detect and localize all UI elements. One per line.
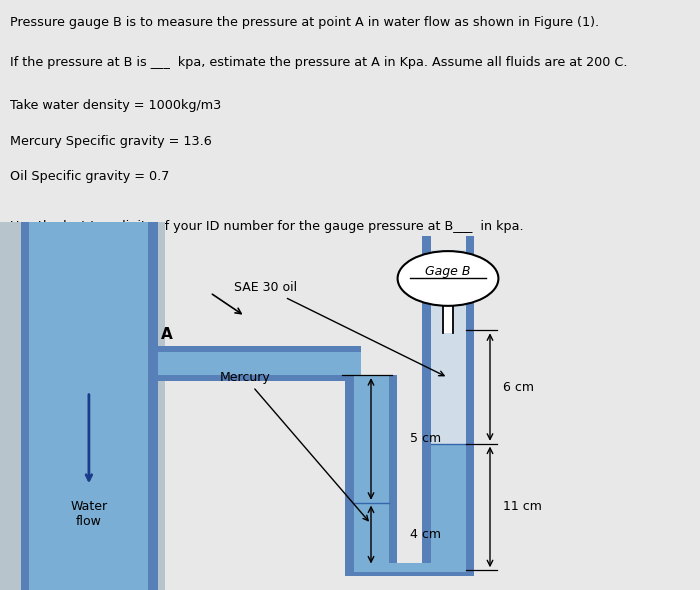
Text: 11 cm: 11 cm (503, 500, 542, 513)
Bar (466, 236, 474, 576)
Text: Water
flow: Water flow (70, 500, 108, 529)
Bar (354, 503, 388, 566)
Bar (29, 222, 148, 590)
Text: Mercury Specific gravity = 13.6: Mercury Specific gravity = 13.6 (10, 135, 212, 148)
Bar (345, 375, 354, 566)
Text: Pressure gauge B is to measure the pressure at point A in water flow as shown in: Pressure gauge B is to measure the press… (10, 16, 600, 29)
Text: A: A (161, 327, 173, 342)
Text: 5 cm: 5 cm (410, 432, 440, 445)
Text: Gage B: Gage B (426, 265, 470, 278)
Text: Oil Specific gravity = 0.7: Oil Specific gravity = 0.7 (10, 171, 170, 183)
Bar (354, 563, 466, 572)
Bar (148, 352, 360, 375)
Text: If the pressure at B is ___  kpa, estimate the pressure at A in Kpa. Assume all : If the pressure at B is ___ kpa, estimat… (10, 56, 628, 69)
Bar (430, 444, 466, 570)
Bar (345, 552, 397, 576)
Bar (443, 296, 453, 333)
Bar (389, 375, 397, 566)
Bar (345, 570, 474, 576)
Text: Take water density = 1000kg/m3: Take water density = 1000kg/m3 (10, 99, 222, 112)
Bar (430, 250, 466, 444)
Text: 6 cm: 6 cm (503, 381, 533, 394)
Bar (148, 375, 360, 381)
Text: Use the last two digits of your ID number for the gauge pressure at B___  in kpa: Use the last two digits of your ID numbe… (10, 219, 524, 232)
Bar (0, 222, 164, 590)
Ellipse shape (398, 251, 498, 306)
Bar (148, 222, 158, 590)
Bar (354, 375, 388, 503)
Bar (21, 222, 29, 590)
Text: 4 cm: 4 cm (410, 528, 440, 541)
Bar (422, 236, 430, 576)
Text: Mercury: Mercury (220, 371, 368, 520)
Bar (148, 346, 360, 352)
Text: SAE 30 oil: SAE 30 oil (234, 281, 444, 376)
